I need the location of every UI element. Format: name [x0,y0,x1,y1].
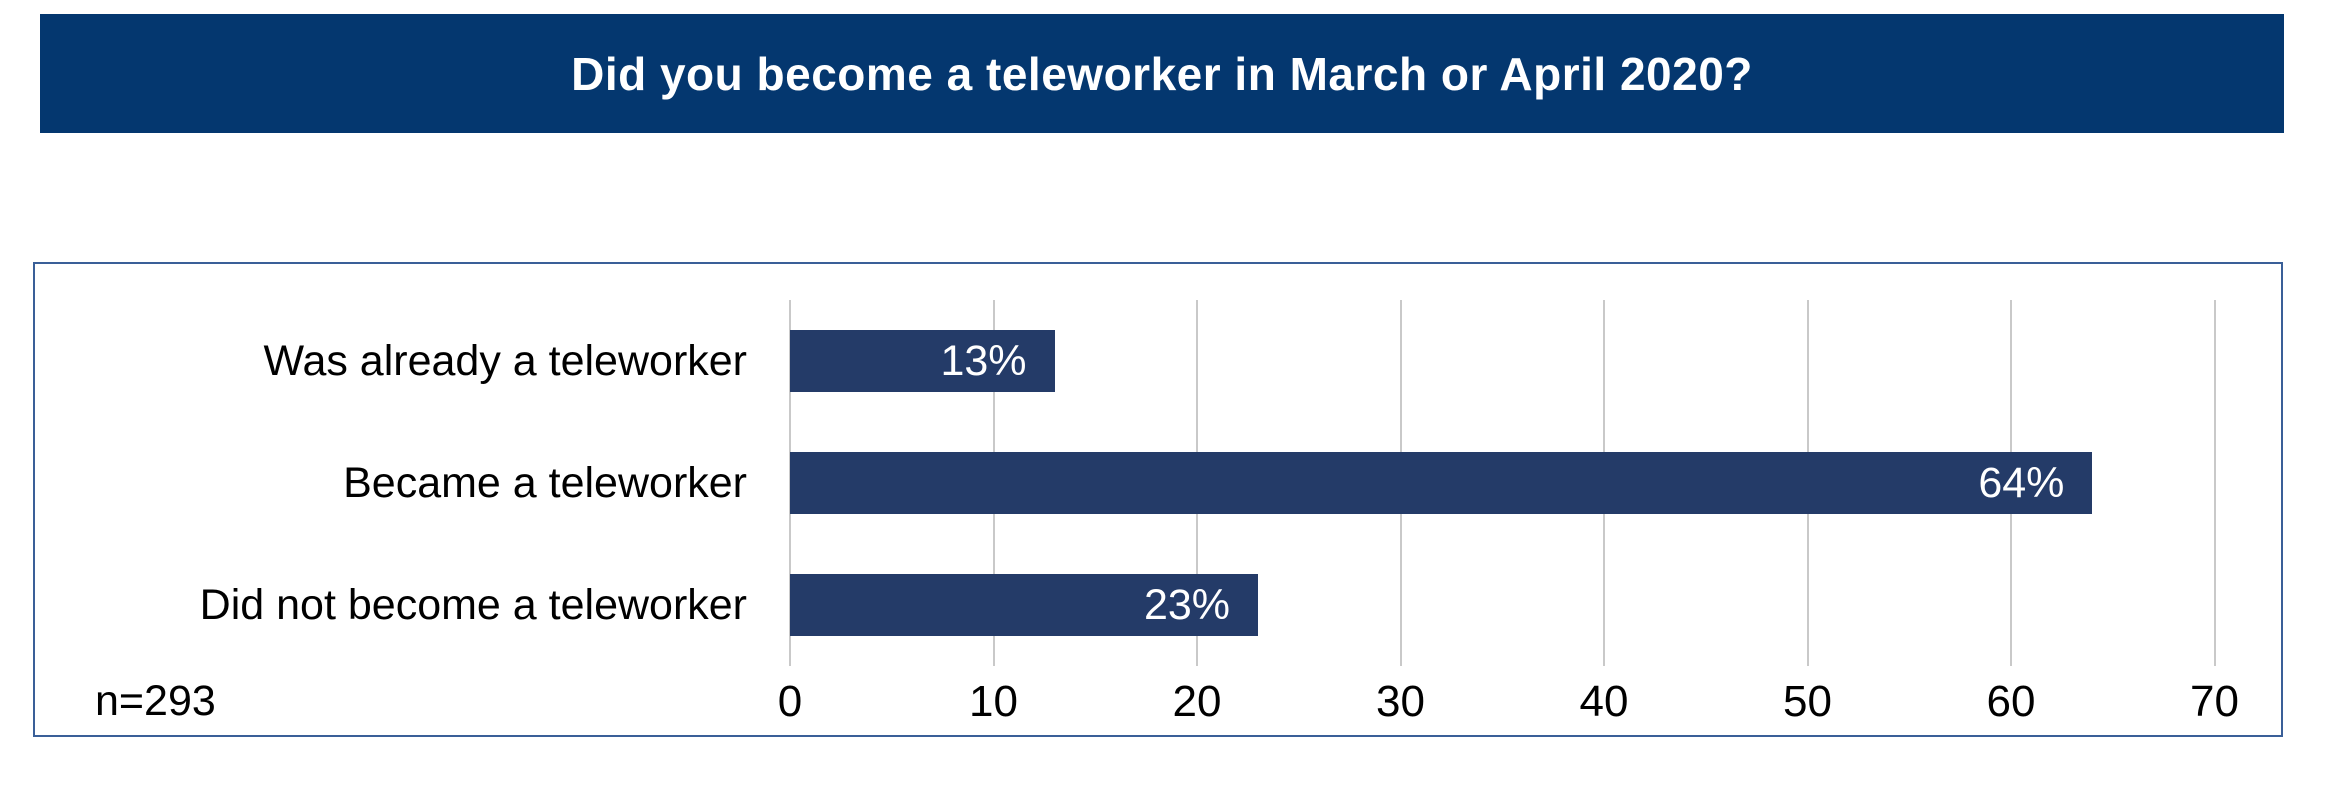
x-axis-tick-label: 40 [1579,677,1629,726]
x-axis: 0 10 20 30 40 50 60 70 [35,677,2281,727]
plot-area: 13% 64% 23% [789,300,2280,666]
bar-row: 13% [790,300,2280,422]
x-axis-tick-label: 60 [1986,677,2036,726]
x-axis-tick-label: 50 [1783,677,1832,726]
chart-panel: Was already a teleworker Became a telewor… [33,262,2283,737]
bar: 64% [790,452,2093,514]
bar-value-label: 64% [1978,458,2065,507]
category-label: Was already a teleworker [263,336,747,385]
x-axis-tick-label: 70 [2190,677,2239,726]
x-axis-tick-label: 0 [777,677,803,726]
bar-row: 64% [790,422,2280,544]
title-banner: Did you become a teleworker in March or … [40,14,2284,133]
bar: 13% [790,330,1055,392]
chart-title: Did you become a teleworker in March or … [571,47,1753,100]
x-axis-tick-label: 10 [969,677,1018,726]
bar-value-label: 13% [940,336,1027,385]
category-label: Did not become a teleworker [199,580,747,629]
x-axis-tick-label: 30 [1376,677,1425,726]
bar-row: 23% [790,544,2280,666]
x-axis-tick-label: 20 [1172,677,1222,726]
category-label: Became a teleworker [343,458,747,507]
bar: 23% [790,574,1259,636]
category-labels: Was already a teleworker Became a telewor… [75,300,747,666]
sample-size-note: n=293 [95,677,216,725]
bar-value-label: 23% [1143,580,1231,629]
gridline [2213,300,2216,666]
